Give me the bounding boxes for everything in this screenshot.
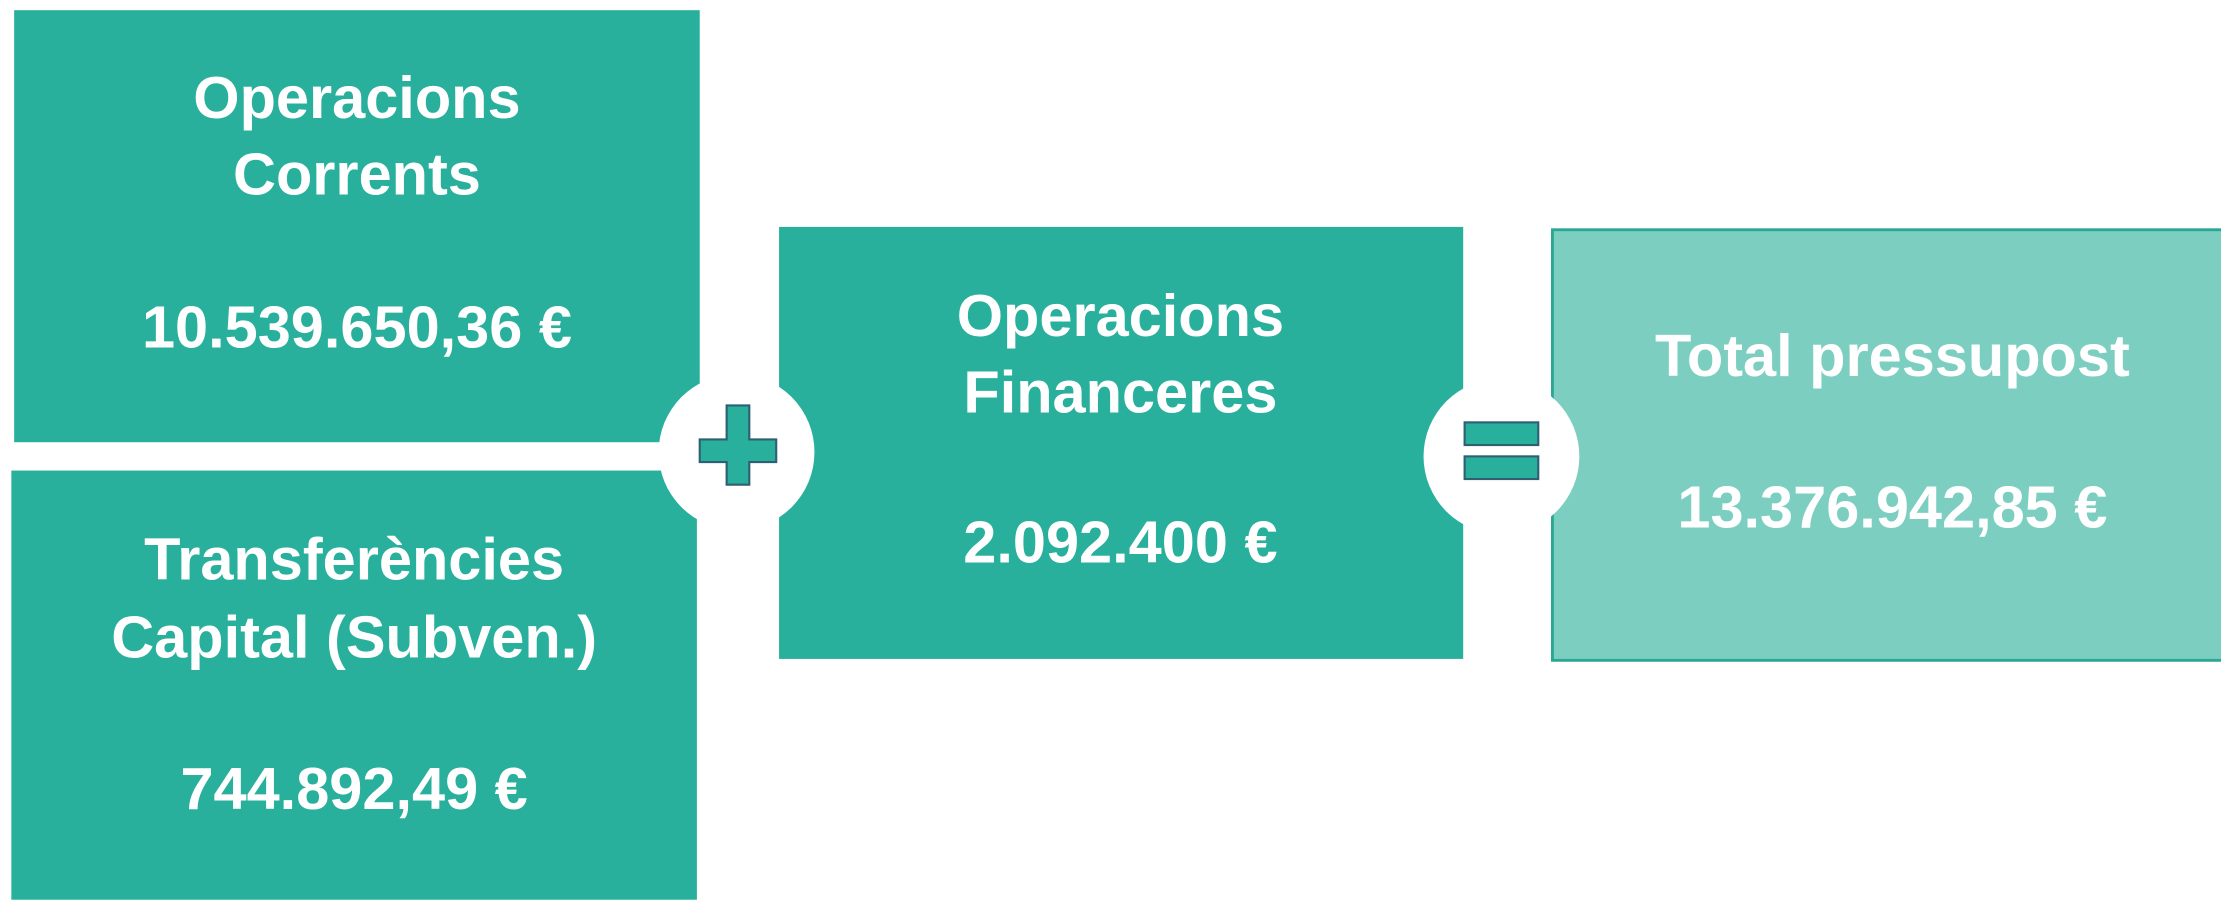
box-title: Capital (Subven.) xyxy=(111,604,597,671)
box-title: Operacions xyxy=(193,64,520,131)
box-title: Total pressupost xyxy=(1655,322,2130,389)
box-transfers xyxy=(11,470,697,900)
box-title: Corrents xyxy=(233,140,481,207)
box-value: 13.376.942,85 € xyxy=(1677,473,2107,540)
equals-bar xyxy=(1463,421,1540,447)
equals-bar xyxy=(1463,455,1540,481)
box-financial xyxy=(779,226,1464,659)
box-title: Transferències xyxy=(144,526,564,593)
box-value: 10.539.650,36 € xyxy=(142,293,572,360)
box-title: Financeres xyxy=(963,359,1277,426)
box-total xyxy=(1551,228,2221,662)
box-value: 2.092.400 € xyxy=(963,509,1277,576)
box-current xyxy=(14,10,700,443)
box-value: 744.892,49 € xyxy=(180,755,527,822)
plus-icon xyxy=(698,404,778,486)
box-title: Operacions xyxy=(957,282,1284,349)
